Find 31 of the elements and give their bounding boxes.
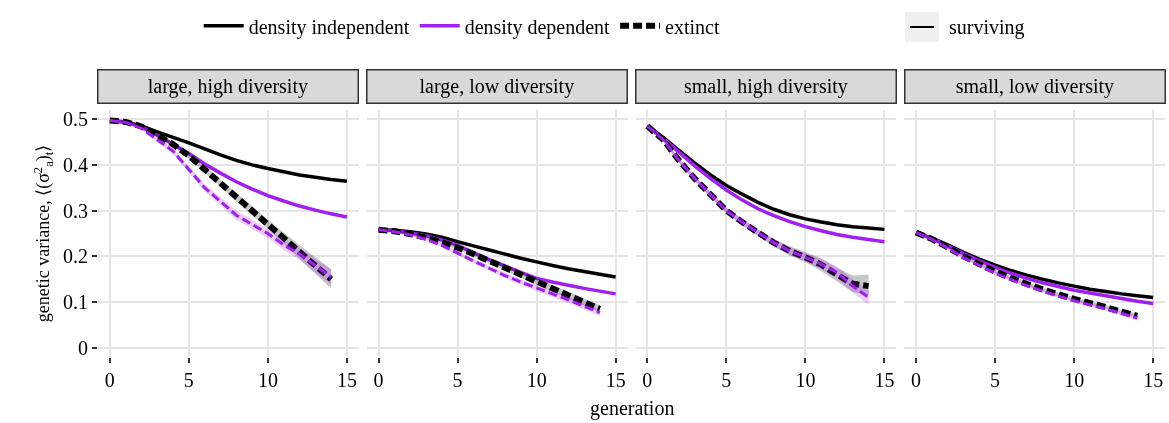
x-tick-label: 10 — [795, 369, 816, 391]
x-tick-label: 5 — [452, 369, 463, 391]
chart-title: small, low diversity — [955, 75, 1115, 98]
y-tick-label: 0.3 — [63, 199, 88, 222]
x-tick-label: 10 — [526, 369, 547, 391]
x-tick-label: 0 — [104, 369, 115, 391]
x-tick-label: 10 — [257, 369, 278, 391]
legend-label: extinct — [665, 15, 720, 38]
x-tick-label: 0 — [373, 369, 384, 391]
y-tick-label: 0.2 — [63, 245, 88, 268]
x-tick-label: 15 — [1143, 369, 1164, 391]
chart-title: large, low diversity — [419, 75, 575, 98]
x-tick-label: 5 — [721, 369, 732, 391]
x-tick-label: 5 — [990, 369, 1001, 391]
legend-label: density dependent — [464, 15, 611, 39]
x-tick-label: 5 — [183, 369, 194, 391]
chart-title: large, high diversity — [147, 75, 308, 98]
y-tick-label: 0.5 — [63, 108, 88, 131]
x-tick-label: 0 — [642, 369, 653, 391]
x-tick-label: 10 — [1064, 369, 1085, 391]
y-tick-label: 0 — [78, 336, 88, 359]
text: surviving — [949, 15, 1025, 39]
x-tick-label: 15 — [605, 369, 626, 391]
chart-title: small, high diversity — [683, 75, 848, 98]
x-tick-label: 0 — [911, 369, 922, 391]
y-tick-label: 0.4 — [63, 153, 88, 176]
legend-label: density independent — [248, 15, 410, 39]
y-tick-label: 0.1 — [63, 291, 88, 314]
x-tick-label: 15 — [874, 369, 895, 391]
x-tick-label: 15 — [336, 369, 357, 391]
x-axis-title: generation — [590, 397, 675, 420]
